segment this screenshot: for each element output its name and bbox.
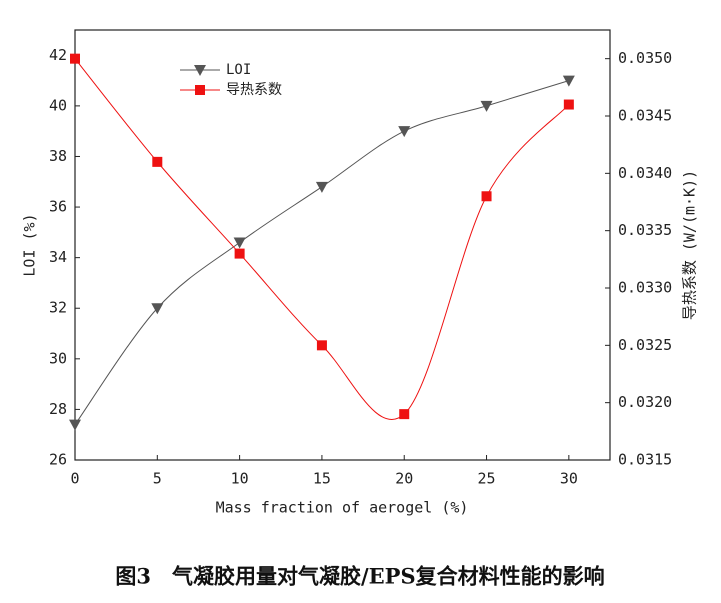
y2-axis-label: 导热系数 (W/(m·K)) (681, 170, 699, 320)
data-point (69, 419, 81, 431)
x-tick-label: 25 (478, 470, 496, 488)
series-line (74, 80, 569, 425)
x-tick-label: 10 (231, 470, 249, 488)
plot-frame (74, 29, 611, 461)
series-line (74, 58, 570, 421)
legend (168, 58, 300, 102)
x-tick-label: 20 (395, 470, 413, 488)
y-tick-label: 30 (49, 349, 67, 367)
y-tick-label: 28 (49, 400, 67, 418)
data-point (70, 53, 80, 64)
y-tick-label: 42 (49, 46, 67, 64)
y-tick-label: 26 (49, 451, 67, 469)
data-point (399, 409, 410, 420)
legend-marker (195, 85, 205, 95)
y2-tick-label: 0.0335 (618, 221, 672, 239)
y2-tick-label: 0.0320 (618, 393, 672, 411)
data-point (152, 156, 163, 167)
y2-tick-label: 0.0345 (618, 107, 672, 125)
y-tick-label: 34 (49, 248, 67, 266)
data-point (315, 181, 328, 193)
y-tick-label: 40 (49, 96, 67, 114)
y-tick-label: 38 (49, 147, 67, 165)
y2-tick-label: 0.0350 (618, 49, 672, 67)
y-axis-label: LOI (%) (21, 213, 39, 276)
data-point (151, 303, 164, 315)
legend-label: LOI (226, 62, 251, 78)
data-point (316, 340, 327, 351)
x-tick-label: 30 (560, 470, 578, 488)
x-axis-label: Mass fraction of aerogel (%) (216, 499, 469, 517)
caption: 图3 气凝胶用量对气凝胶/EPS复合材料性能的影响 (115, 564, 604, 589)
data-point (233, 237, 246, 249)
legend-marker (194, 65, 206, 76)
data-point (481, 191, 492, 202)
x-tick-label: 15 (313, 470, 331, 488)
y2-tick-label: 0.0340 (618, 164, 672, 182)
data-point (563, 99, 574, 110)
legend-label: 导热系数 (226, 82, 282, 98)
y2-tick-label: 0.0315 (618, 451, 672, 469)
x-tick-label: 0 (70, 470, 79, 488)
data-point (398, 126, 411, 138)
y-tick-label: 32 (49, 299, 67, 317)
data-point (480, 100, 493, 112)
y2-tick-label: 0.0330 (618, 279, 672, 297)
x-tick-label: 5 (153, 470, 162, 488)
y2-tick-label: 0.0325 (618, 336, 672, 354)
data-point (562, 75, 575, 87)
y-tick-label: 36 (49, 198, 67, 216)
data-point (234, 248, 245, 259)
